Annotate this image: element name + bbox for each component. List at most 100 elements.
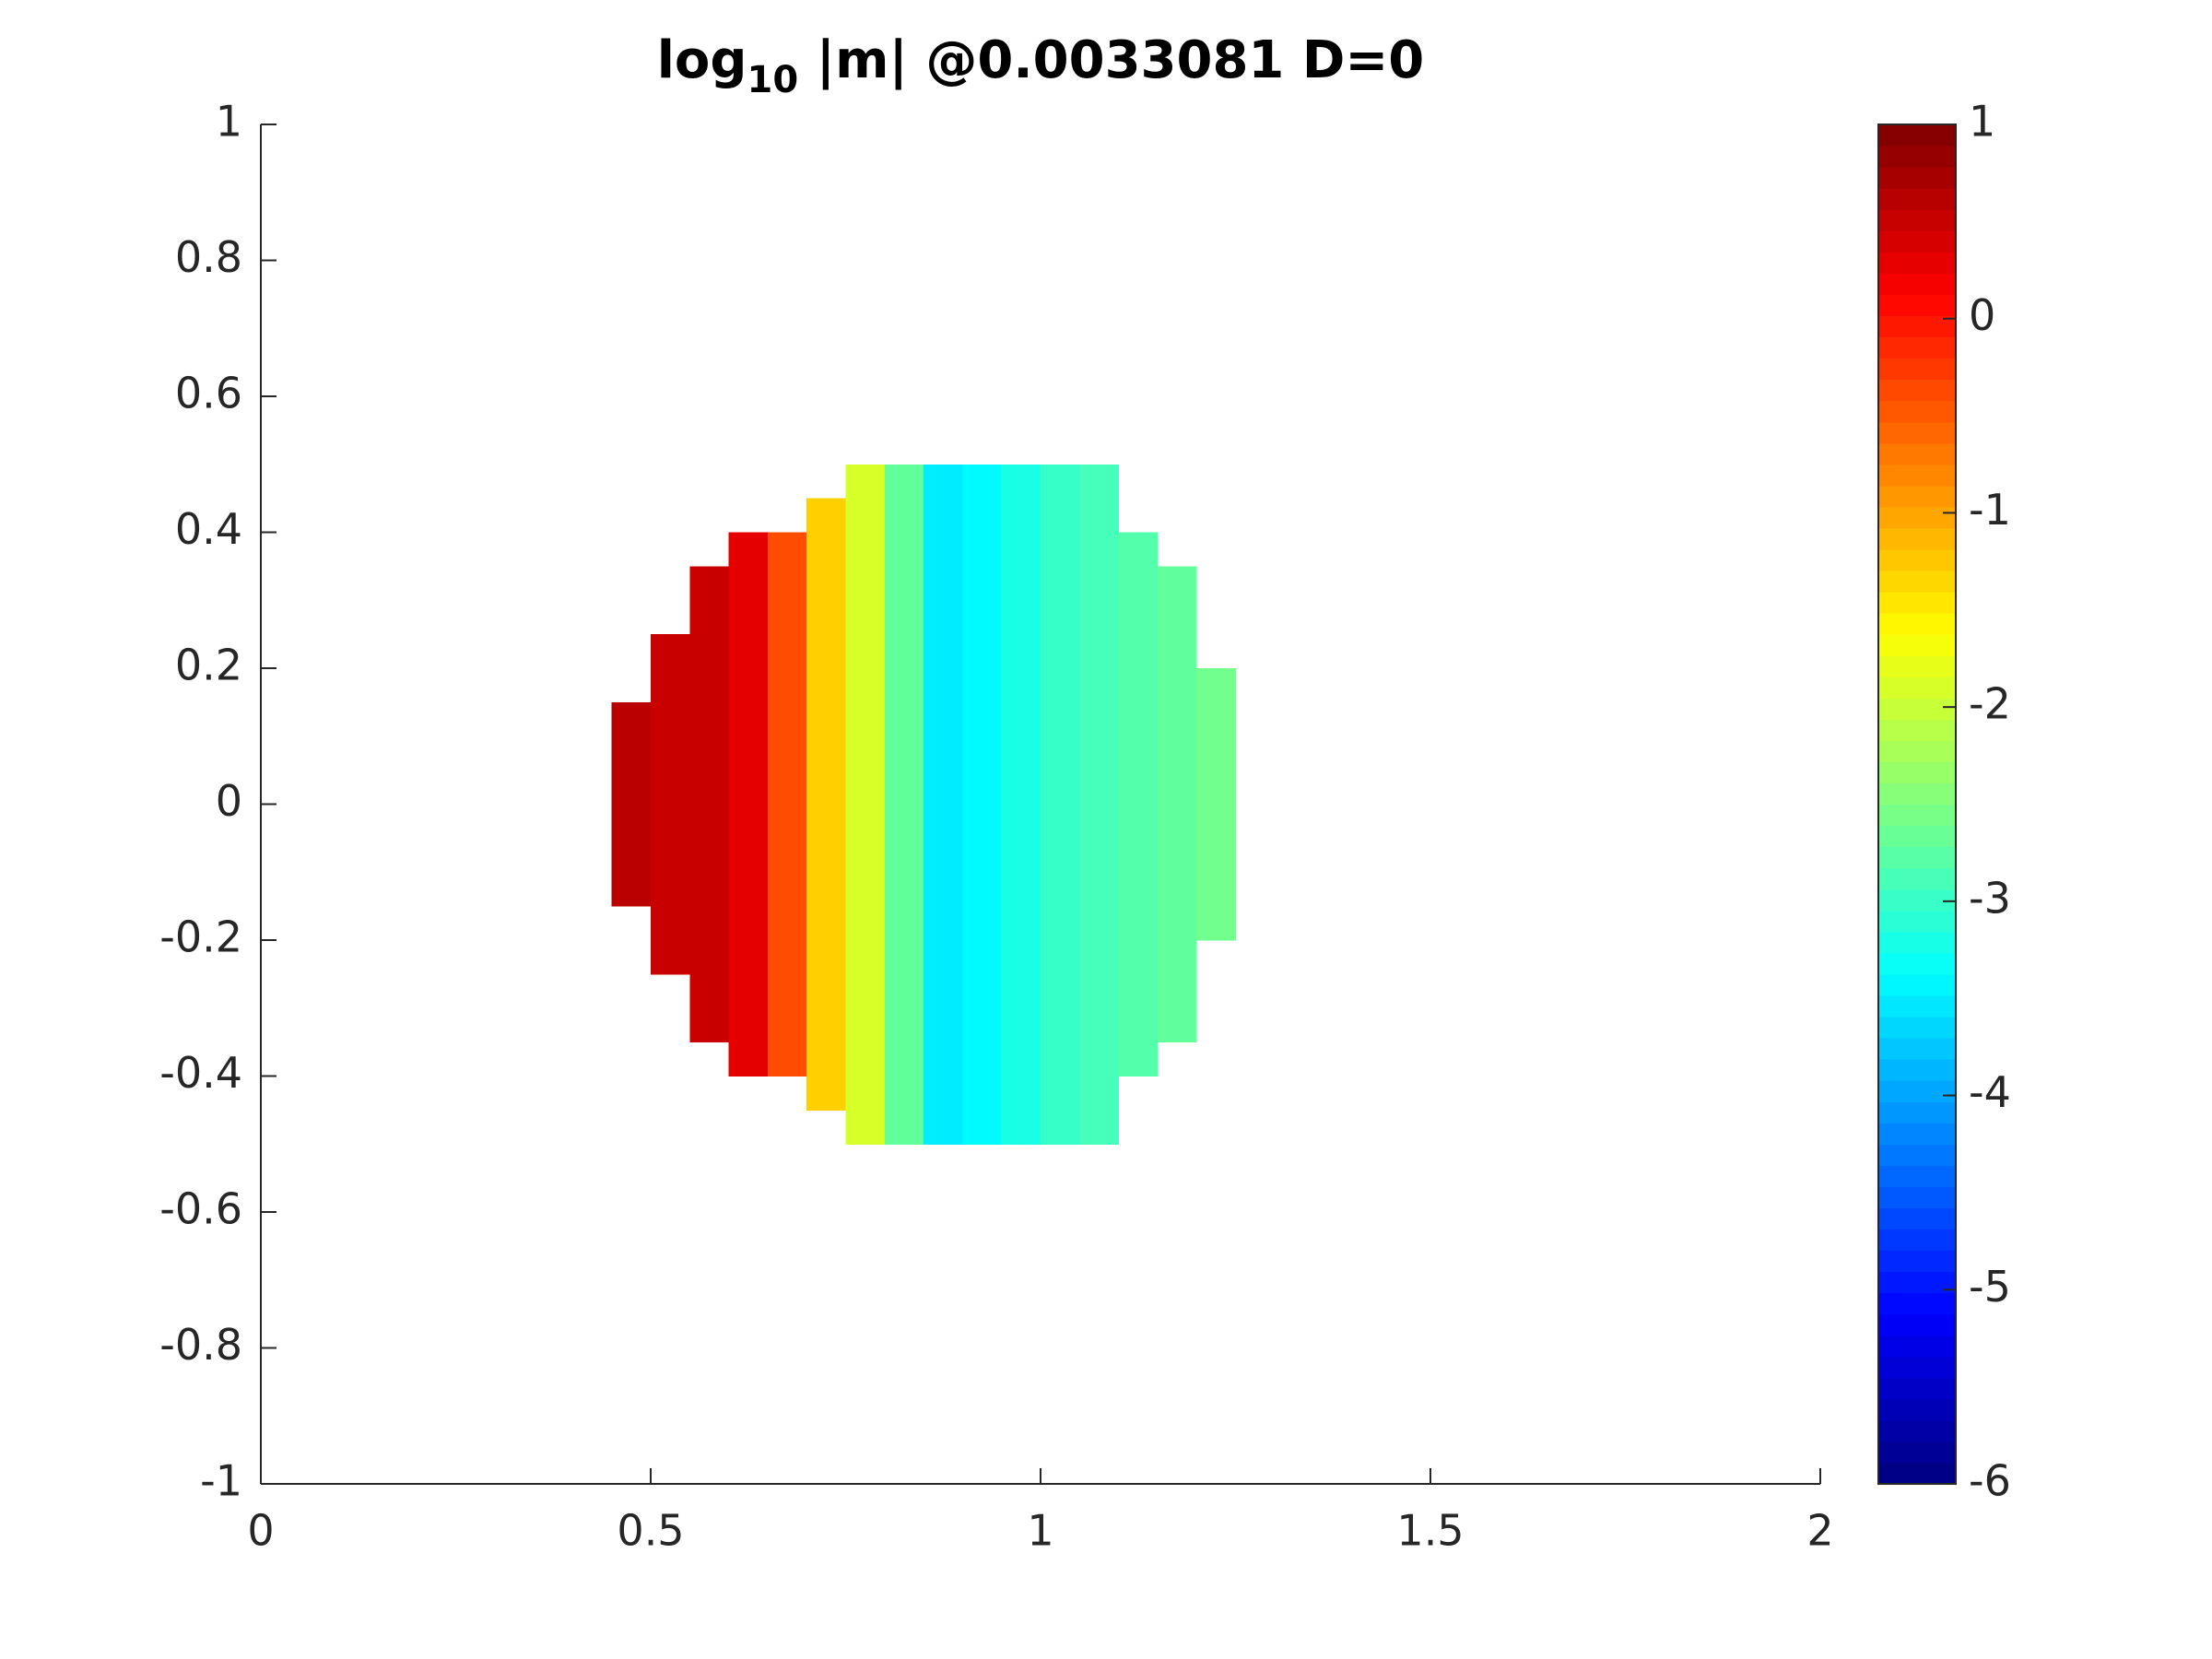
colorbar-swatch xyxy=(1878,804,1956,827)
y-tick-label: 0 xyxy=(216,776,242,826)
cell xyxy=(1157,668,1197,703)
cell xyxy=(1196,804,1236,839)
cell xyxy=(1079,668,1120,703)
cell xyxy=(1196,735,1236,771)
cell xyxy=(962,1007,1003,1043)
cell xyxy=(767,566,807,601)
cell xyxy=(1041,1110,1080,1145)
cell xyxy=(689,906,730,941)
cell xyxy=(845,1007,886,1043)
cell xyxy=(1041,973,1080,1009)
colorbar-tick-label: 0 xyxy=(1969,290,1995,340)
y-tick-label: 0.6 xyxy=(175,369,242,418)
cell xyxy=(1118,804,1159,839)
cell xyxy=(767,940,807,975)
colorbar-swatch xyxy=(1878,867,1956,890)
cell xyxy=(1041,735,1080,771)
cell xyxy=(1041,600,1080,635)
cell xyxy=(806,872,846,907)
cell xyxy=(1041,566,1080,601)
x-tick-label: 2 xyxy=(1806,1506,1833,1556)
cell xyxy=(767,973,807,1009)
title-subscript: 10 xyxy=(747,59,798,101)
colorbar-swatch xyxy=(1878,1186,1956,1208)
x-tick-label: 0.5 xyxy=(617,1506,684,1556)
colorbar-swatch xyxy=(1878,1335,1956,1358)
cell xyxy=(884,838,924,873)
colorbar-swatch xyxy=(1878,698,1956,720)
colorbar-frame xyxy=(1877,124,1957,1485)
cell xyxy=(1079,770,1120,805)
cell xyxy=(1001,532,1041,567)
cell xyxy=(1196,668,1236,703)
cell xyxy=(1041,770,1080,805)
cell xyxy=(1118,1007,1159,1043)
cell xyxy=(651,872,690,907)
cell xyxy=(845,940,886,975)
y-tick-label: -0.2 xyxy=(159,912,242,962)
cell xyxy=(884,1007,924,1043)
colorbar-swatch xyxy=(1878,994,1956,1018)
cell xyxy=(611,838,652,873)
cell xyxy=(845,498,886,533)
cell xyxy=(689,973,730,1009)
cell xyxy=(845,973,886,1009)
cell xyxy=(962,973,1003,1009)
cell xyxy=(962,668,1003,703)
colorbar-tick-label: -5 xyxy=(1969,1262,2011,1312)
cell xyxy=(924,1110,963,1145)
cell xyxy=(1118,600,1159,635)
cell xyxy=(806,770,846,805)
colorbar-swatch xyxy=(1878,740,1956,763)
cell xyxy=(728,701,769,737)
cell xyxy=(924,1041,963,1077)
colorbar-swatch xyxy=(1878,167,1956,189)
cell xyxy=(962,1110,1003,1145)
cell xyxy=(806,804,846,839)
cell xyxy=(689,600,730,635)
cell xyxy=(1196,906,1236,941)
colorbar-tick-label: 1 xyxy=(1969,97,1995,147)
cell xyxy=(1079,1076,1120,1111)
cell xyxy=(845,770,886,805)
cell xyxy=(767,668,807,703)
cell xyxy=(1157,804,1197,839)
cell xyxy=(884,498,924,533)
y-tick-label: 0.8 xyxy=(175,232,242,282)
cell xyxy=(884,940,924,975)
cell xyxy=(1001,701,1041,737)
cell xyxy=(962,566,1003,601)
cell xyxy=(845,1076,886,1111)
cell xyxy=(924,973,963,1009)
cell xyxy=(767,838,807,873)
cell xyxy=(924,1076,963,1111)
cell xyxy=(1001,634,1041,669)
colorbar-swatch xyxy=(1878,1123,1956,1145)
cell xyxy=(1041,1076,1080,1111)
colorbar-swatch xyxy=(1878,677,1956,699)
cell xyxy=(845,701,886,737)
colorbar-swatch xyxy=(1878,782,1956,806)
colorbar-swatch xyxy=(1878,655,1956,677)
colorbar-swatch xyxy=(1878,400,1956,423)
cell xyxy=(924,701,963,737)
cell xyxy=(651,940,690,975)
cell xyxy=(924,668,963,703)
cell xyxy=(1001,770,1041,805)
y-tick-label: 0.2 xyxy=(175,641,242,690)
cell xyxy=(845,1110,886,1145)
cell xyxy=(1041,872,1080,907)
y-tick-label: -0.8 xyxy=(159,1320,242,1370)
y-tick-label: -0.4 xyxy=(159,1048,242,1098)
colorbar-swatch xyxy=(1878,1165,1956,1187)
title-base: log xyxy=(657,30,747,90)
cell xyxy=(651,735,690,771)
cell xyxy=(689,566,730,601)
cell xyxy=(728,940,769,975)
colorbar-tick-label: -6 xyxy=(1969,1456,2011,1506)
cell xyxy=(806,532,846,567)
colorbar-swatch xyxy=(1878,146,1956,168)
colorbar-swatch xyxy=(1878,209,1956,231)
cell xyxy=(1001,940,1041,975)
cell xyxy=(1079,804,1120,839)
